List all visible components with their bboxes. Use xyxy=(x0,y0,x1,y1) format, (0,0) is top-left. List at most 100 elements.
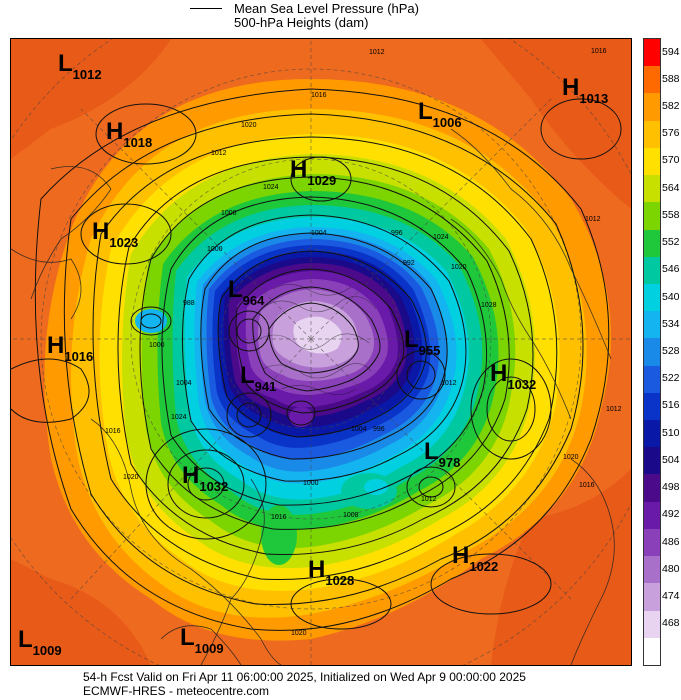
colorbar-segment xyxy=(644,583,660,612)
colorbar-segment xyxy=(644,556,660,584)
contour-label: 1024 xyxy=(171,414,187,421)
forecast-map: 1016 1020 1012 1024 1008 1004 1000 996 9… xyxy=(10,38,632,666)
colorbar-segment xyxy=(644,392,660,421)
colorbar-tick-label: 498 xyxy=(662,481,680,494)
contour-label: 1012 xyxy=(441,380,457,387)
colorbar-tick-label: 510 xyxy=(662,426,680,439)
colorbar-segment xyxy=(644,311,660,339)
contour-label: 1000 xyxy=(149,342,165,349)
model-source-text: ECMWF-HRES - meteocentre.com xyxy=(83,684,270,698)
map-canvas: 1016 1020 1012 1024 1008 1004 1000 996 9… xyxy=(11,39,631,665)
pressure-label-high: H1032 xyxy=(182,462,229,494)
contour-label: 1012 xyxy=(421,496,437,503)
contour-label: 1000 xyxy=(207,246,223,253)
contour-label: 1012 xyxy=(606,406,622,413)
contour-label: 1016 xyxy=(311,92,327,99)
colorbar-segment xyxy=(644,338,660,367)
colorbar-segment xyxy=(644,528,660,557)
contour-label: 1024 xyxy=(263,184,279,191)
legend-heights-label: 500-hPa Heights (dam) xyxy=(234,14,369,30)
contour-label: 1012 xyxy=(369,49,385,56)
colorbar-segment xyxy=(644,120,660,149)
pressure-label-low: L964 xyxy=(228,276,265,308)
colorbar-tick-label: 594 xyxy=(662,45,680,58)
colorbar-tick-label: 540 xyxy=(662,290,680,303)
colorbar-segment xyxy=(644,283,660,312)
contour-label: 1020 xyxy=(291,630,307,637)
legend-line-icon xyxy=(190,7,222,9)
contour-label: 1000 xyxy=(303,480,319,487)
legend-pressure-label: Mean Sea Level Pressure (hPa) xyxy=(234,0,419,16)
pressure-label-high: H1013 xyxy=(562,74,609,106)
colorbar-segment xyxy=(644,474,660,503)
contour-label: 1020 xyxy=(123,474,139,481)
contour-label: 988 xyxy=(183,300,195,307)
colorbar-segment xyxy=(644,610,660,639)
colorbar-segment xyxy=(644,66,660,94)
pressure-label-high: H1028 xyxy=(308,556,355,588)
contour-label: 1020 xyxy=(563,454,579,461)
contour-label: 1004 xyxy=(176,380,192,387)
forecast-footer: 54-h Fcst Valid on Fri Apr 11 06:00:00 2… xyxy=(83,670,526,698)
colorbar-segment xyxy=(644,202,660,230)
contour-label: 996 xyxy=(373,426,385,433)
legend-row-pressure: Mean Sea Level Pressure (hPa) xyxy=(190,0,419,16)
map-legend: Mean Sea Level Pressure (hPa) 500-hPa He… xyxy=(190,0,490,36)
colorbar-tick-label: 558 xyxy=(662,208,680,221)
colorbar-tick-label: 564 xyxy=(662,181,680,194)
colorbar-tick-label: 576 xyxy=(662,127,680,140)
contour-label: 996 xyxy=(391,230,403,237)
contour-label: 1004 xyxy=(351,426,367,433)
pressure-label-high: H1018 xyxy=(106,118,153,150)
colorbar-segment xyxy=(644,147,660,176)
colorbar-segment xyxy=(644,365,660,394)
contour-label: 1004 xyxy=(311,230,327,237)
contour-label: 1008 xyxy=(221,210,237,217)
pressure-label-low: L978 xyxy=(424,438,461,470)
colorbar-segment xyxy=(644,637,660,666)
colorbar-segment xyxy=(644,256,660,285)
colorbar-tick-label: 528 xyxy=(662,345,680,357)
colorbar-tick-label: 570 xyxy=(662,154,680,167)
contour-label: 1016 xyxy=(105,428,121,435)
colorbar-tick-label: 504 xyxy=(662,453,680,466)
pressure-label-low: L941 xyxy=(240,362,277,394)
pressure-label-high: H1029 xyxy=(290,156,337,188)
pressure-label-low: L955 xyxy=(404,326,441,358)
colorbar xyxy=(643,38,661,666)
colorbar-segment xyxy=(644,93,660,122)
pressure-label-high: H1016 xyxy=(47,332,94,364)
colorbar-segment xyxy=(644,39,660,67)
pressure-label-low: L1009 xyxy=(18,626,62,658)
colorbar-tick-label: 588 xyxy=(662,72,680,85)
pressure-label-low: L1006 xyxy=(418,98,462,130)
colorbar-tick-label: 492 xyxy=(662,508,680,521)
colorbar-segment xyxy=(644,501,660,530)
pressure-label-low: L1012 xyxy=(58,50,102,82)
colorbar-tick-label: 486 xyxy=(662,535,680,548)
colorbar-tick-label: 534 xyxy=(662,317,680,330)
colorbar-segment xyxy=(644,420,660,448)
pressure-label-high: H1032 xyxy=(490,360,537,392)
colorbar-segment xyxy=(644,175,660,203)
contour-label: 1012 xyxy=(211,150,227,157)
contour-label: 1008 xyxy=(343,512,359,519)
contour-label: 1016 xyxy=(579,482,595,489)
colorbar-tick-label: 582 xyxy=(662,100,680,113)
pressure-label-low: L1009 xyxy=(180,624,224,656)
colorbar-tick-label: 480 xyxy=(662,562,680,575)
contour-label: 1016 xyxy=(271,514,287,521)
contour-label: 1024 xyxy=(433,234,449,241)
contour-label: 992 xyxy=(403,260,415,267)
pressure-label-high: H1022 xyxy=(452,542,499,574)
colorbar-tick-label: 516 xyxy=(662,399,680,412)
contour-label: 1020 xyxy=(241,122,257,129)
colorbar-tick-label: 474 xyxy=(662,589,680,602)
pressure-label-high: H1023 xyxy=(92,218,139,250)
colorbar-tick-label: 552 xyxy=(662,236,680,249)
colorbar-segment xyxy=(644,447,660,475)
contour-label: 1020 xyxy=(451,264,467,271)
contour-label: 1028 xyxy=(481,302,497,309)
forecast-valid-text: 54-h Fcst Valid on Fri Apr 11 06:00:00 2… xyxy=(83,670,526,684)
colorbar-tick-label: 522 xyxy=(662,372,680,385)
